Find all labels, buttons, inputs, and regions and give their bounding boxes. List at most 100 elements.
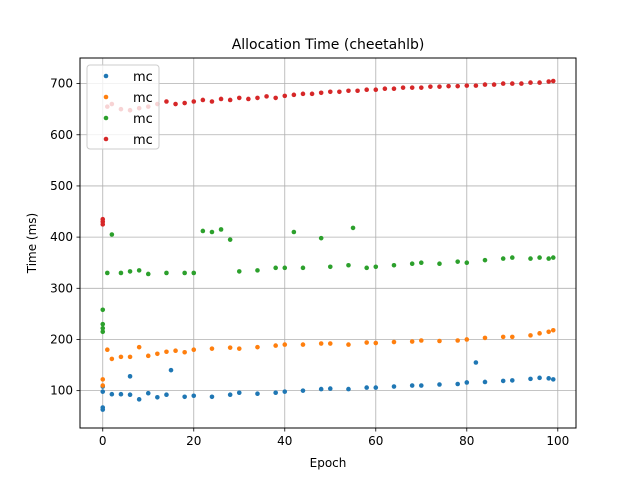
data-point — [236, 346, 242, 351]
data-point — [109, 356, 115, 362]
data-point — [164, 270, 169, 276]
data-point — [418, 85, 424, 90]
data-point — [127, 374, 133, 379]
y-tick-label: 100 — [50, 384, 73, 398]
data-point — [364, 385, 369, 390]
data-point — [473, 83, 479, 88]
data-point — [246, 96, 251, 102]
data-point — [136, 344, 142, 350]
data-point — [273, 343, 278, 348]
data-point — [537, 331, 542, 336]
data-point — [291, 229, 297, 235]
data-point — [127, 354, 133, 360]
data-point — [409, 383, 415, 388]
data-point — [509, 378, 515, 383]
data-point — [236, 95, 242, 101]
data-point — [100, 377, 106, 382]
data-points — [100, 78, 556, 412]
data-point — [482, 82, 488, 87]
data-point — [350, 225, 356, 231]
data-point — [164, 349, 169, 355]
data-point — [437, 261, 442, 267]
data-point — [519, 81, 524, 86]
data-point — [100, 321, 106, 327]
data-point — [428, 84, 433, 89]
data-point — [437, 382, 442, 387]
data-point — [509, 255, 515, 260]
data-point — [155, 351, 160, 357]
x-tick-label: 40 — [277, 434, 292, 448]
data-point — [164, 99, 169, 104]
data-point — [391, 384, 397, 389]
data-point — [455, 338, 460, 343]
data-point — [118, 270, 124, 276]
data-point — [409, 85, 415, 90]
legend-label: mc — [133, 70, 153, 85]
data-point — [500, 81, 506, 86]
data-point — [155, 394, 160, 400]
data-point — [418, 260, 424, 266]
data-point — [105, 270, 110, 276]
data-point — [500, 378, 506, 384]
data-point — [418, 338, 424, 343]
data-point — [373, 87, 379, 93]
y-tick-label: 200 — [50, 332, 73, 346]
data-point — [300, 265, 306, 271]
data-point — [528, 256, 533, 261]
legend-marker — [103, 94, 109, 100]
data-point — [418, 383, 424, 388]
data-point — [550, 78, 556, 84]
data-point — [209, 229, 215, 235]
data-point — [373, 385, 379, 390]
data-point — [209, 346, 215, 351]
data-point — [255, 391, 260, 397]
data-point — [318, 235, 324, 241]
data-point — [191, 393, 197, 399]
data-point — [191, 99, 197, 104]
data-point — [227, 392, 233, 398]
data-point — [182, 270, 187, 276]
data-point — [346, 88, 351, 94]
data-point — [500, 256, 506, 261]
plot-frame — [79, 57, 577, 429]
data-point — [550, 327, 556, 333]
axis-ticks: 0 20 40 60 80 100 100 200 300 400 500 600 700 — [50, 77, 569, 448]
data-point — [236, 269, 242, 274]
data-point — [282, 93, 288, 99]
series-1 — [100, 360, 556, 412]
data-point — [528, 333, 533, 338]
data-point — [127, 269, 133, 274]
data-point — [355, 88, 360, 94]
data-point — [509, 81, 515, 86]
data-point — [118, 354, 124, 360]
data-point — [145, 271, 151, 277]
data-point — [546, 376, 551, 381]
data-point — [264, 94, 269, 99]
data-point — [191, 270, 197, 276]
data-point — [109, 232, 115, 237]
data-point — [309, 91, 315, 97]
data-point — [282, 265, 288, 271]
legend-marker — [103, 136, 109, 142]
data-point — [200, 97, 206, 103]
data-point — [528, 376, 533, 382]
data-point — [482, 335, 488, 341]
data-point — [337, 89, 342, 95]
data-point — [473, 360, 479, 365]
data-point — [364, 87, 369, 93]
data-point — [227, 237, 233, 242]
data-point — [300, 91, 306, 97]
data-point — [482, 257, 488, 263]
data-point — [327, 341, 333, 346]
data-point — [200, 228, 206, 234]
grid — [80, 58, 576, 428]
data-point — [182, 394, 187, 400]
data-point — [273, 390, 278, 395]
data-point — [546, 329, 551, 335]
data-point — [173, 101, 178, 107]
legend-marker — [103, 115, 109, 121]
data-point — [464, 260, 470, 266]
data-point — [109, 391, 115, 397]
data-point — [255, 95, 260, 101]
data-point — [127, 392, 133, 398]
